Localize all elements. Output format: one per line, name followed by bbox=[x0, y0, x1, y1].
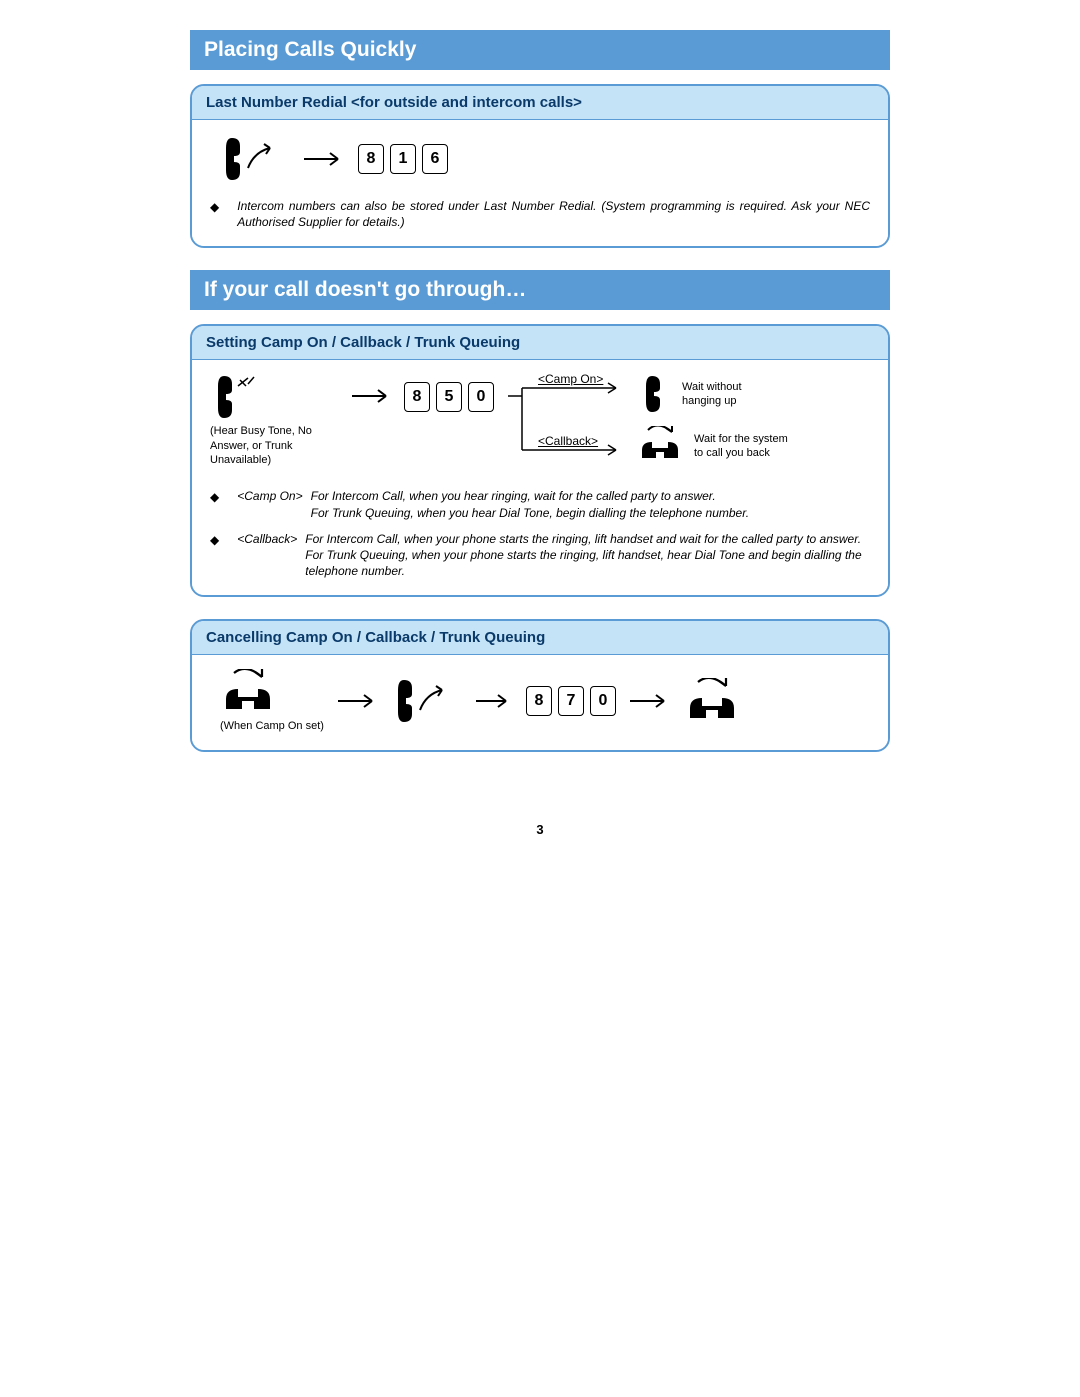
panel-header: Cancelling Camp On / Callback / Trunk Qu… bbox=[192, 621, 888, 655]
bullet-diamond-icon: ◆ bbox=[210, 489, 219, 520]
arrow-icon bbox=[628, 691, 672, 711]
note-text: Intercom numbers can also be stored unde… bbox=[237, 198, 870, 230]
branch-campon-label: <Camp On> bbox=[538, 372, 603, 386]
handset-lift-icon bbox=[392, 676, 462, 726]
hangup-icon bbox=[684, 678, 744, 724]
digit-box: 7 bbox=[558, 686, 584, 716]
hangup-icon bbox=[638, 426, 684, 466]
digit-box: 5 bbox=[436, 382, 462, 412]
panel-setting-campon: Setting Camp On / Callback / Trunk Queui… bbox=[190, 324, 890, 597]
hangup-icon bbox=[220, 669, 280, 715]
section-header-call-doesnt-go-through: If your call doesn't go through… bbox=[190, 270, 890, 310]
panel-body: (When Camp On set) bbox=[192, 655, 888, 749]
panel-header: Setting Camp On / Callback / Trunk Queui… bbox=[192, 326, 888, 360]
note: ◆ <Callback> For Intercom Call, when you… bbox=[210, 531, 870, 580]
note: ◆ <Camp On> For Intercom Call, when you … bbox=[210, 488, 870, 520]
handset-busy-icon bbox=[210, 374, 270, 420]
bullet-diamond-icon: ◆ bbox=[210, 532, 219, 580]
digit-group: 8 7 0 bbox=[526, 686, 616, 716]
panel-body: 8 1 6 ◆ Intercom numbers can also be sto… bbox=[192, 120, 888, 246]
panel-header: Last Number Redial <for outside and inte… bbox=[192, 86, 888, 120]
digit-box: 8 bbox=[526, 686, 552, 716]
page-number: 3 bbox=[190, 822, 890, 837]
bullet-diamond-icon: ◆ bbox=[210, 199, 219, 230]
handset-lift-icon bbox=[220, 134, 290, 184]
note-term: <Camp On> bbox=[237, 488, 302, 520]
section-header-placing-calls: Placing Calls Quickly bbox=[190, 30, 890, 70]
branch-lines-icon bbox=[504, 374, 634, 470]
arrow-icon bbox=[474, 691, 514, 711]
branch-callback-text: Wait for the system to call you back bbox=[694, 432, 794, 461]
digit-group: 8 5 0 bbox=[404, 382, 494, 412]
branch-callback-label: <Callback> bbox=[538, 434, 598, 448]
note: ◆ Intercom numbers can also be stored un… bbox=[210, 198, 870, 230]
panel-last-number-redial: Last Number Redial <for outside and inte… bbox=[190, 84, 890, 248]
branch-campon-text: Wait without hanging up bbox=[682, 380, 772, 409]
note-term: <Callback> bbox=[237, 531, 297, 580]
arrow-icon bbox=[302, 149, 346, 169]
digit-box: 8 bbox=[404, 382, 430, 412]
handset-hold-icon bbox=[638, 374, 672, 414]
panel-cancelling-campon: Cancelling Camp On / Callback / Trunk Qu… bbox=[190, 619, 890, 751]
hangup-caption: (When Camp On set) bbox=[220, 719, 324, 733]
panel-body: (Hear Busy Tone, No Answer, or Trunk Una… bbox=[192, 360, 888, 595]
note-text: For Intercom Call, when you hear ringing… bbox=[311, 488, 750, 520]
arrow-icon bbox=[336, 691, 380, 711]
digit-box: 1 bbox=[390, 144, 416, 174]
handset-caption: (Hear Busy Tone, No Answer, or Trunk Una… bbox=[210, 424, 340, 467]
digit-box: 8 bbox=[358, 144, 384, 174]
note-text: For Intercom Call, when your phone start… bbox=[305, 531, 870, 580]
arrow-icon bbox=[350, 386, 394, 406]
digit-box: 6 bbox=[422, 144, 448, 174]
digit-group: 8 1 6 bbox=[358, 144, 448, 174]
digit-box: 0 bbox=[590, 686, 616, 716]
digit-box: 0 bbox=[468, 382, 494, 412]
